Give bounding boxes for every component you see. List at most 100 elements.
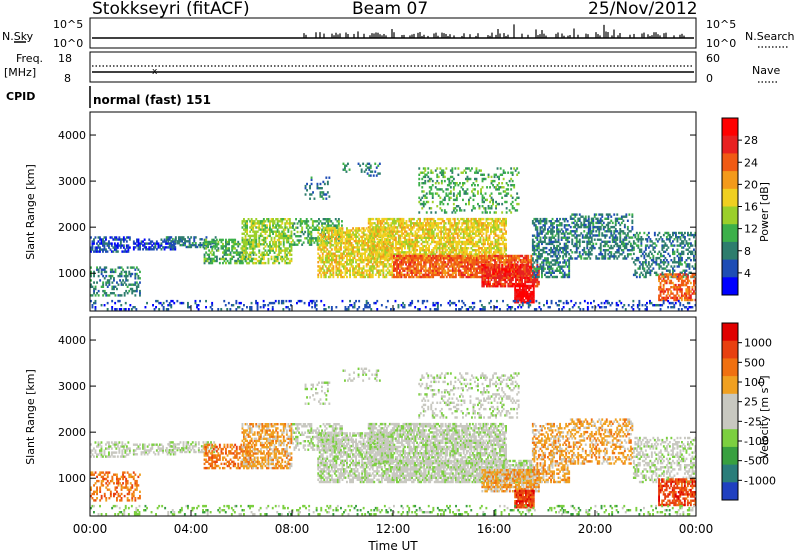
range-gate-cell — [333, 242, 336, 245]
range-gate-cell — [474, 256, 477, 260]
range-gate-cell — [287, 238, 290, 242]
range-gate-cell — [505, 224, 507, 227]
range-gate-cell — [135, 285, 138, 288]
range-gate-cell — [490, 228, 492, 231]
range-gate-cell — [515, 266, 517, 269]
range-gate-cell — [97, 244, 100, 247]
range-gate-cell — [273, 220, 276, 223]
range-gate-cell — [416, 220, 418, 223]
range-gate-cell — [375, 217, 378, 221]
range-gate-cell — [457, 192, 460, 195]
range-gate-cell — [509, 259, 512, 262]
range-gate-cell — [321, 244, 324, 247]
range-gate-cell — [401, 247, 403, 250]
range-gate-cell — [320, 233, 323, 236]
range-gate-cell — [497, 244, 500, 248]
range-gate-cell — [412, 271, 415, 274]
range-gate-cell — [188, 245, 191, 249]
range-gate-cell — [278, 245, 281, 248]
range-gate-cell — [337, 239, 340, 242]
range-gate-cell — [427, 179, 430, 183]
range-gate-cell — [409, 254, 412, 258]
range-gate-cell — [472, 182, 475, 185]
range-gate-cell — [255, 222, 258, 225]
range-gate-cell — [327, 265, 330, 268]
range-gate-cell — [520, 292, 523, 296]
range-gate-cell — [460, 263, 463, 266]
range-gate-cell — [102, 242, 104, 245]
range-gate-cell — [111, 285, 114, 288]
range-gate-cell — [210, 245, 212, 249]
range-gate-cell — [481, 280, 484, 284]
range-gate-cell — [371, 271, 374, 274]
range-gate-cell — [423, 263, 426, 266]
range-gate-cell — [311, 239, 314, 242]
range-gate-cell — [247, 238, 250, 242]
range-gate-cell — [399, 236, 402, 239]
range-gate-cell — [356, 263, 359, 266]
range-gate-cell — [431, 226, 433, 229]
range-gate-cell — [447, 269, 450, 272]
range-gate-cell — [482, 261, 484, 264]
range-gate-cell — [430, 186, 433, 189]
range-gate-cell — [119, 244, 122, 247]
range-gate-cell — [353, 275, 356, 279]
range-gate-cell — [528, 288, 531, 292]
range-gate-cell — [284, 251, 287, 254]
range-gate-cell — [396, 275, 398, 279]
range-gate-cell — [244, 253, 247, 256]
range-gate-cell — [90, 236, 92, 239]
range-gate-cell — [356, 271, 359, 274]
range-gate-cell — [190, 236, 193, 239]
range-gate-cell — [412, 265, 415, 268]
range-gate-cell — [388, 224, 391, 227]
range-gate-cell — [97, 274, 100, 278]
range-gate-cell — [318, 222, 320, 225]
range-gate-cell — [423, 232, 426, 235]
range-gate-cell — [310, 241, 313, 244]
range-gate-cell — [103, 240, 106, 243]
range-gate-cell — [205, 247, 208, 250]
range-gate-cell — [97, 268, 100, 271]
range-gate-cell — [332, 233, 335, 236]
range-gate-cell — [318, 244, 321, 247]
range-gate-cell — [326, 244, 329, 247]
range-gate-cell — [429, 226, 432, 229]
range-gate-cell — [194, 245, 197, 249]
range-gate-cell — [422, 182, 425, 185]
range-gate-cell — [507, 264, 510, 267]
range-gate-cell — [495, 261, 498, 264]
range-gate-cell — [532, 290, 535, 294]
range-gate-cell — [307, 220, 310, 223]
range-gate-cell — [151, 240, 154, 243]
range-gate-cell — [361, 227, 364, 230]
range-gate-cell — [473, 265, 475, 268]
range-gate-cell — [93, 242, 95, 245]
range-gate-cell — [461, 247, 464, 250]
range-gate-cell — [252, 222, 255, 225]
range-gate-cell — [287, 228, 290, 231]
range-gate-cell — [217, 249, 220, 252]
range-gate-cell — [468, 251, 471, 254]
range-gate-cell — [467, 220, 470, 223]
range-gate-cell — [206, 253, 209, 256]
range-gate-cell — [352, 250, 354, 253]
range-gate-cell — [385, 232, 388, 235]
range-gate-cell — [127, 250, 130, 253]
range-gate-cell — [290, 232, 293, 235]
range-gate-cell — [412, 261, 415, 264]
range-gate-cell — [103, 242, 106, 245]
range-gate-cell — [527, 268, 530, 271]
range-gate-cell — [250, 234, 253, 238]
range-gate-cell — [397, 220, 400, 223]
range-gate-cell — [457, 205, 460, 208]
range-gate-cell — [322, 218, 325, 221]
range-gate-cell — [531, 299, 534, 302]
range-gate-cell — [449, 192, 452, 195]
range-gate-cell — [199, 245, 202, 249]
range-gate-cell — [355, 237, 357, 241]
range-gate-cell — [476, 261, 478, 264]
range-gate-cell — [288, 234, 291, 238]
range-gate-cell — [346, 233, 348, 236]
range-gate-cell — [485, 228, 488, 231]
